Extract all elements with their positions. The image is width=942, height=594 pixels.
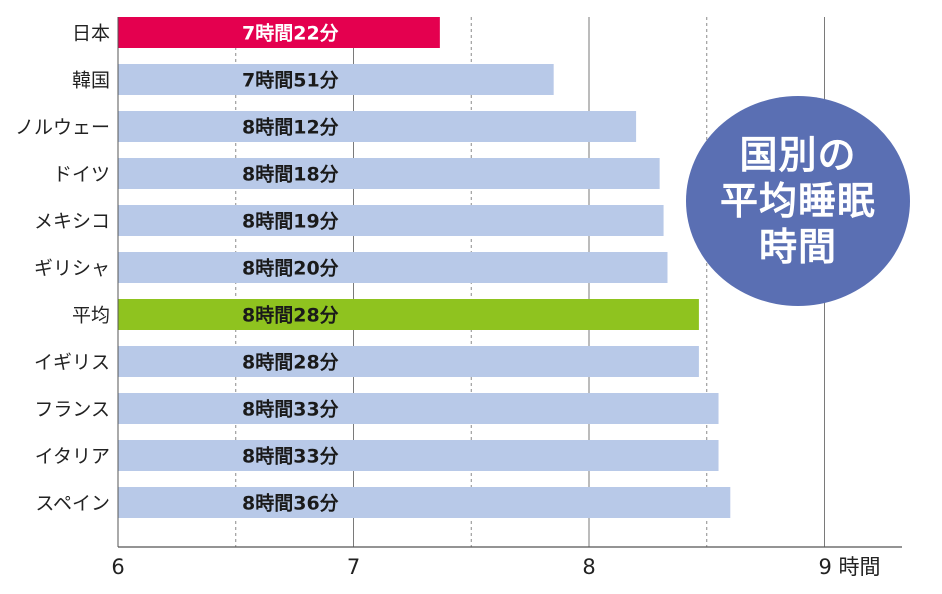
chart-title-badge: 国別の 平均睡眠 時間 bbox=[686, 96, 910, 306]
bar bbox=[118, 299, 699, 330]
bar bbox=[118, 487, 731, 518]
bar bbox=[118, 252, 668, 283]
bar bbox=[118, 346, 699, 377]
bar bbox=[118, 205, 664, 236]
bar-value-label: 8時間28分 bbox=[242, 352, 339, 374]
bar-value-label: 7時間51分 bbox=[242, 70, 339, 92]
category-label: ノルウェー bbox=[15, 117, 110, 139]
category-label: ドイツ bbox=[53, 164, 110, 186]
bar-value-label: 8時間36分 bbox=[242, 493, 339, 515]
bar-value-label: 8時間19分 bbox=[242, 211, 339, 233]
bar-value-label: 8時間20分 bbox=[242, 258, 339, 280]
bar-value-label: 8時間33分 bbox=[242, 399, 339, 421]
bar-value-label: 8時間18分 bbox=[242, 164, 339, 186]
x-tick-label: 8 bbox=[582, 555, 595, 579]
category-label: 平均 bbox=[72, 305, 110, 327]
bar-value-label: 8時間12分 bbox=[242, 117, 339, 139]
x-tick-label: 6 bbox=[111, 555, 124, 579]
bar bbox=[118, 393, 719, 424]
chart-title-line-1: 国別の bbox=[739, 133, 857, 177]
chart-title-line-2: 平均睡眠 bbox=[719, 179, 876, 223]
category-label: イタリア bbox=[35, 446, 110, 468]
x-tick-label: 9 時間 bbox=[819, 555, 881, 579]
bar bbox=[118, 440, 719, 471]
category-label: 韓国 bbox=[72, 70, 110, 92]
category-label: ギリシャ bbox=[34, 258, 110, 280]
category-label: 日本 bbox=[72, 23, 110, 45]
bar bbox=[118, 158, 660, 189]
category-label: メキシコ bbox=[34, 211, 110, 233]
bar-value-label: 8時間33分 bbox=[242, 446, 339, 468]
category-label: イギリス bbox=[34, 352, 110, 374]
bar bbox=[118, 64, 554, 95]
bar-value-label: 7時間22分 bbox=[242, 23, 339, 45]
category-label: フランス bbox=[34, 399, 110, 421]
category-label: スペイン bbox=[35, 493, 110, 515]
bar bbox=[118, 17, 440, 48]
x-tick-label: 7 bbox=[347, 555, 360, 579]
chart-title-line-3: 時間 bbox=[758, 225, 837, 269]
bar-value-label: 8時間28分 bbox=[242, 305, 339, 327]
bar bbox=[118, 111, 637, 142]
